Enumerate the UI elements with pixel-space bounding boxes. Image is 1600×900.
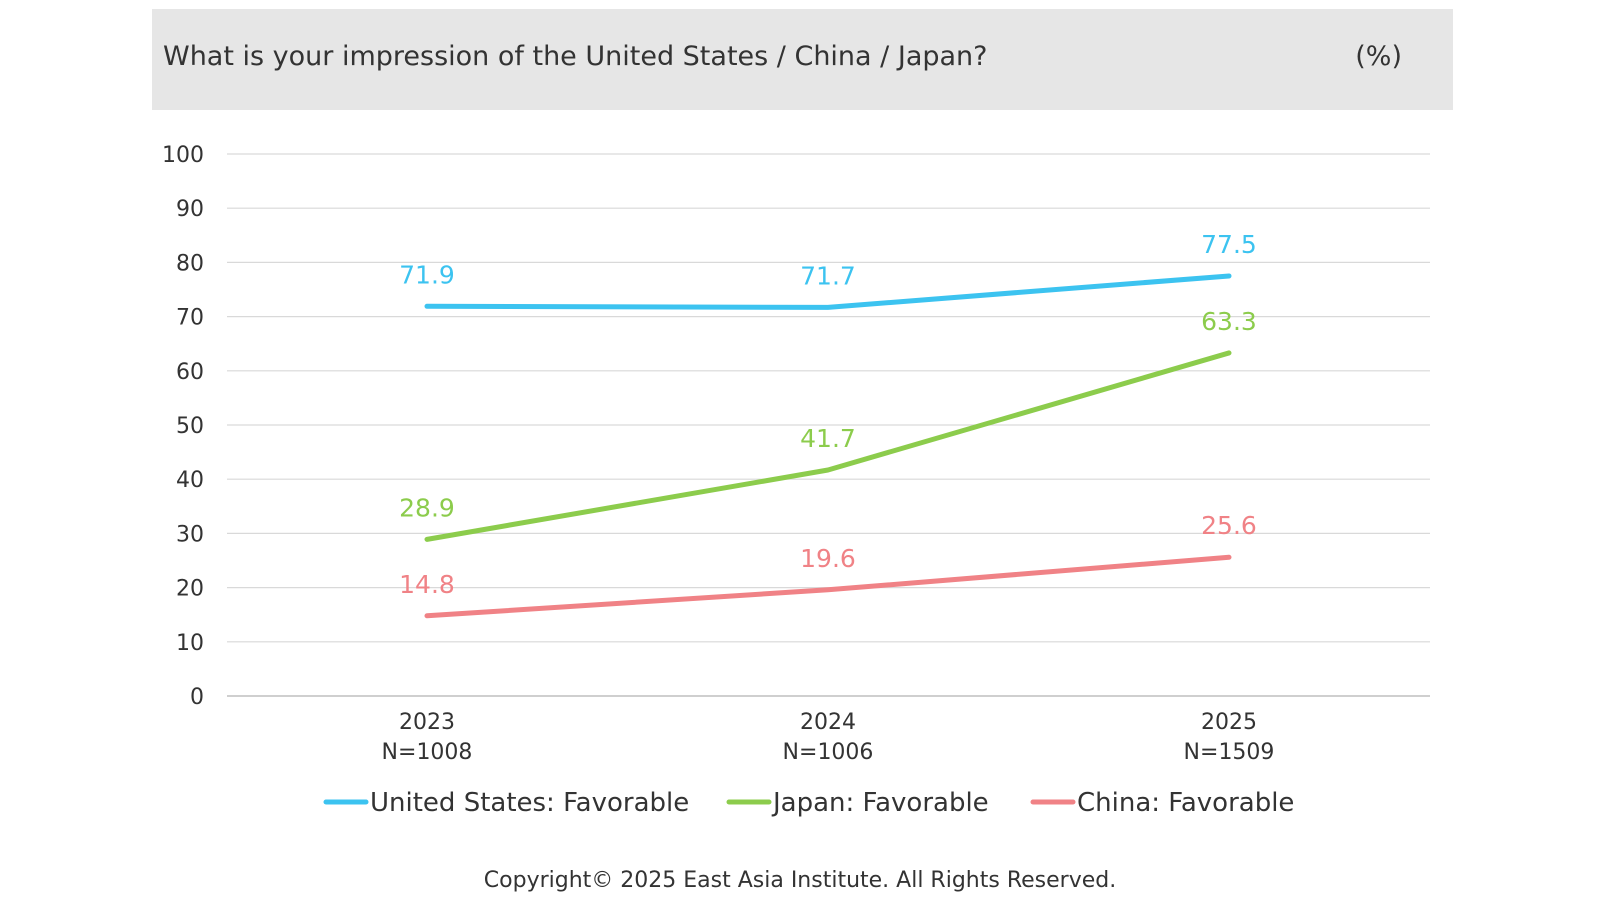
line-chart: 0 10 20 30 40 50 60 70 80 90 100 2023 N=1008 2024 N=10… [162, 143, 1430, 818]
data-label: 41.7 [800, 424, 856, 453]
x-tick-sample-size: N=1006 [783, 740, 874, 765]
y-tick-label: 50 [176, 414, 204, 439]
y-tick-label: 10 [176, 631, 204, 656]
x-tick-sample-size: N=1008 [382, 740, 473, 765]
chart-title: What is your impression of the United St… [163, 41, 988, 72]
data-label: 71.9 [399, 260, 455, 289]
x-tick-sample-size: N=1509 [1184, 740, 1275, 765]
y-tick-label: 80 [176, 251, 204, 276]
y-tick-label: 70 [176, 306, 204, 331]
data-label: 14.8 [399, 570, 455, 599]
x-tick-label: 2024 [800, 710, 856, 735]
y-tick-label: 0 [190, 685, 204, 710]
data-label: 77.5 [1201, 230, 1257, 259]
chart-header: What is your impression of the United St… [152, 9, 1453, 110]
y-tick-label: 60 [176, 360, 204, 385]
x-tick-label: 2023 [399, 710, 455, 735]
legend-label: United States: Favorable [370, 788, 689, 818]
data-label: 71.7 [800, 261, 856, 290]
data-label: 19.6 [800, 544, 856, 573]
y-tick-label: 40 [176, 468, 204, 493]
legend-label: Japan: Favorable [771, 788, 989, 818]
legend-label: China: Favorable [1077, 788, 1294, 818]
data-label: 63.3 [1201, 307, 1257, 336]
y-tick-label: 30 [176, 522, 204, 547]
y-tick-label: 100 [162, 143, 204, 168]
y-tick-label: 20 [176, 577, 204, 602]
y-tick-label: 90 [176, 197, 204, 222]
data-label: 28.9 [399, 493, 455, 522]
copyright-notice: Copyright© 2025 East Asia Institute. All… [483, 868, 1117, 893]
data-label: 25.6 [1201, 511, 1257, 540]
x-tick-label: 2025 [1201, 710, 1257, 735]
unit-label: (%) [1355, 41, 1402, 72]
